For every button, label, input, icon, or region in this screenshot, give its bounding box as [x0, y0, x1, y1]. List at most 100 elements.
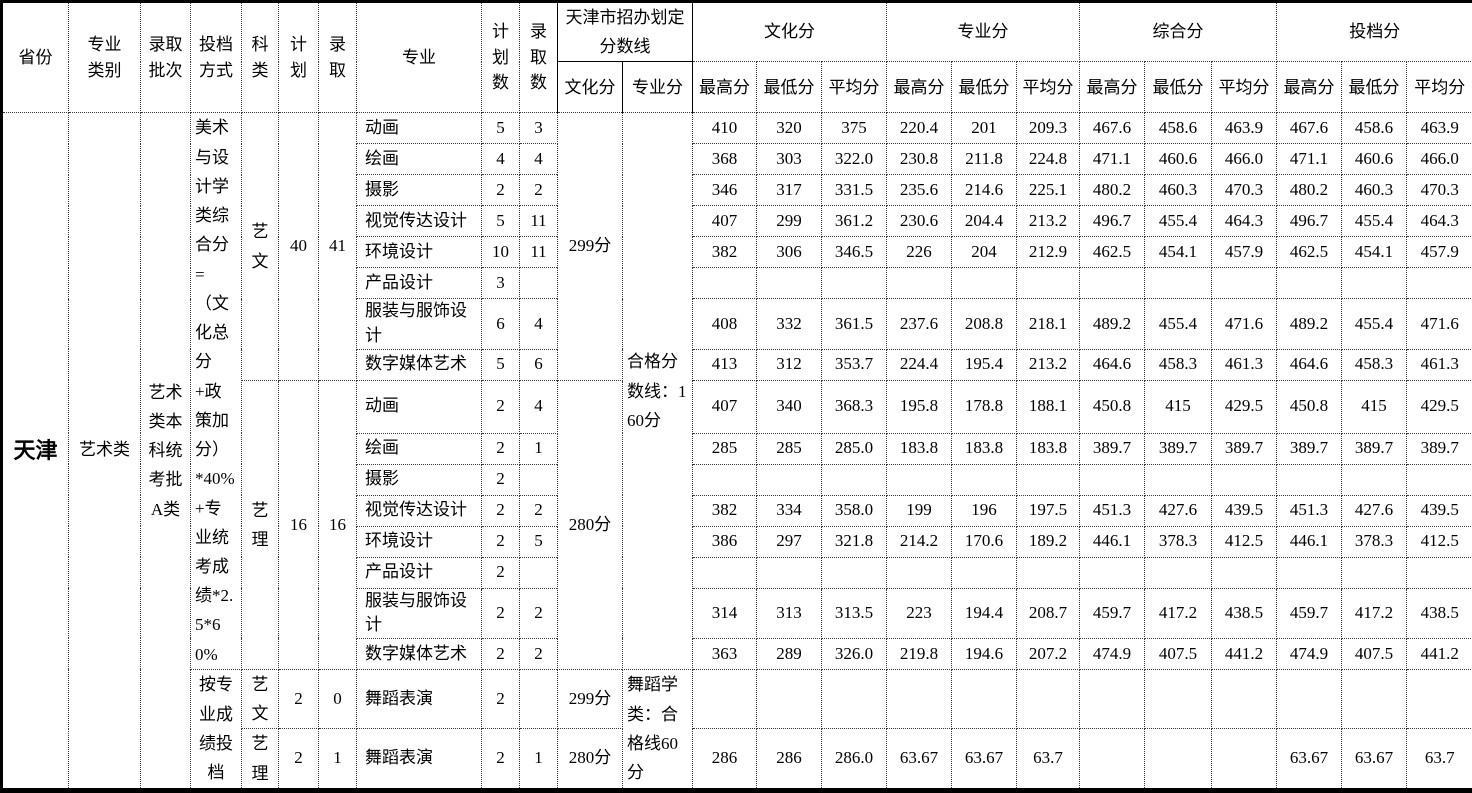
header-min: 最低分	[952, 62, 1017, 113]
score-cell: 63.67	[952, 729, 1017, 790]
score-cell: 466.0	[1212, 144, 1277, 175]
score-cell: 63.7	[1407, 729, 1472, 790]
header-plan: 计 划	[279, 2, 319, 113]
score-cell: 467.6	[1277, 113, 1342, 144]
header-composite-group: 综合分	[1080, 2, 1277, 62]
score-cell: 237.6	[887, 299, 952, 349]
score-cell: 463.9	[1212, 113, 1277, 144]
score-cell: 457.9	[1212, 237, 1277, 268]
score-cell: 450.8	[1080, 380, 1145, 433]
score-cell: 455.4	[1342, 206, 1407, 237]
score-cell: 382	[693, 495, 757, 526]
score-cell	[1212, 669, 1277, 728]
score-cell: 471.6	[1212, 299, 1277, 349]
score-cell	[1017, 557, 1080, 588]
score-cell	[887, 268, 952, 299]
score-cell: 462.5	[1080, 237, 1145, 268]
admit-count-cell: 4	[520, 144, 558, 175]
score-cell: 407.5	[1145, 638, 1212, 669]
table-row: 按专业成绩投档 艺文 2 0 舞蹈表演 2 299分 舞蹈学类：合格线60分	[2, 669, 1472, 728]
score-cell: 223	[887, 588, 952, 638]
plan-count-cell: 3	[482, 268, 520, 299]
admit-count-cell: 6	[520, 349, 558, 380]
score-cell: 446.1	[1080, 526, 1145, 557]
score-cell: 207.2	[1017, 638, 1080, 669]
score-cell: 458.6	[1342, 113, 1407, 144]
score-cell: 212.9	[1017, 237, 1080, 268]
header-max: 最高分	[887, 62, 952, 113]
plan-count-cell: 2	[482, 433, 520, 464]
score-cell: 320	[757, 113, 822, 144]
score-cell: 470.3	[1212, 175, 1277, 206]
score-cell: 460.6	[1342, 144, 1407, 175]
score-cell: 496.7	[1080, 206, 1145, 237]
score-cell: 368	[693, 144, 757, 175]
major-line-cell: 舞蹈学类：合格线60分	[623, 669, 693, 790]
header-avg: 平均分	[1017, 62, 1080, 113]
score-cell: 464.6	[1080, 349, 1145, 380]
header-avg: 平均分	[1407, 62, 1472, 113]
score-cell	[1080, 557, 1145, 588]
subject-cell: 艺理	[242, 380, 279, 669]
header-major: 专业	[357, 2, 482, 113]
score-cell: 462.5	[1277, 237, 1342, 268]
province-cell: 天津	[2, 113, 69, 790]
header-min: 最低分	[757, 62, 822, 113]
header-subject: 科 类	[242, 2, 279, 113]
score-cell	[1017, 669, 1080, 728]
score-cell	[1277, 669, 1342, 728]
score-cell: 438.5	[1407, 588, 1472, 638]
header-culture-group: 文化分	[693, 2, 887, 62]
header-major-score-group: 专业分	[887, 2, 1080, 62]
score-cell: 213.2	[1017, 206, 1080, 237]
score-cell: 467.6	[1080, 113, 1145, 144]
score-cell: 224.8	[1017, 144, 1080, 175]
header-avg: 平均分	[1212, 62, 1277, 113]
plan-count-cell: 2	[482, 729, 520, 790]
score-cell: 326.0	[822, 638, 887, 669]
score-cell	[887, 669, 952, 728]
score-cell: 230.8	[887, 144, 952, 175]
header-file-group: 投档分	[1277, 2, 1472, 62]
score-cell: 321.8	[822, 526, 887, 557]
header-province: 省份	[2, 2, 69, 113]
header-method: 投档 方式	[191, 2, 242, 113]
score-cell: 303	[757, 144, 822, 175]
score-cell: 460.6	[1145, 144, 1212, 175]
score-cell: 286	[693, 729, 757, 790]
score-cell: 286	[757, 729, 822, 790]
score-cell: 450.8	[1277, 380, 1342, 433]
score-cell	[1342, 669, 1407, 728]
subject-cell: 艺文	[242, 669, 279, 728]
score-cell: 429.5	[1407, 380, 1472, 433]
header-max: 最高分	[1080, 62, 1145, 113]
admit-count-cell	[520, 464, 558, 495]
score-cell: 363	[693, 638, 757, 669]
score-cell	[1342, 464, 1407, 495]
plan-count-cell: 5	[482, 113, 520, 144]
score-cell: 340	[757, 380, 822, 433]
score-cell: 332	[757, 299, 822, 349]
header-avg: 平均分	[822, 62, 887, 113]
score-cell: 451.3	[1277, 495, 1342, 526]
score-cell: 439.5	[1407, 495, 1472, 526]
score-cell: 489.2	[1277, 299, 1342, 349]
score-cell	[1080, 729, 1145, 790]
admit-count-cell: 2	[520, 175, 558, 206]
score-cell	[1277, 464, 1342, 495]
major-cell: 数字媒体艺术	[357, 638, 482, 669]
score-cell: 496.7	[1277, 206, 1342, 237]
plan-count-cell: 2	[482, 380, 520, 433]
score-cell: 464.3	[1212, 206, 1277, 237]
score-cell	[887, 464, 952, 495]
major-cell: 摄影	[357, 464, 482, 495]
score-cell: 368.3	[822, 380, 887, 433]
plan-count-cell: 2	[482, 669, 520, 728]
score-cell: 474.9	[1080, 638, 1145, 669]
score-cell: 408	[693, 299, 757, 349]
admit-count-cell: 2	[520, 588, 558, 638]
score-cell	[757, 557, 822, 588]
score-cell: 194.6	[952, 638, 1017, 669]
batch-cell: 艺术类本科统考批A类	[141, 113, 191, 790]
